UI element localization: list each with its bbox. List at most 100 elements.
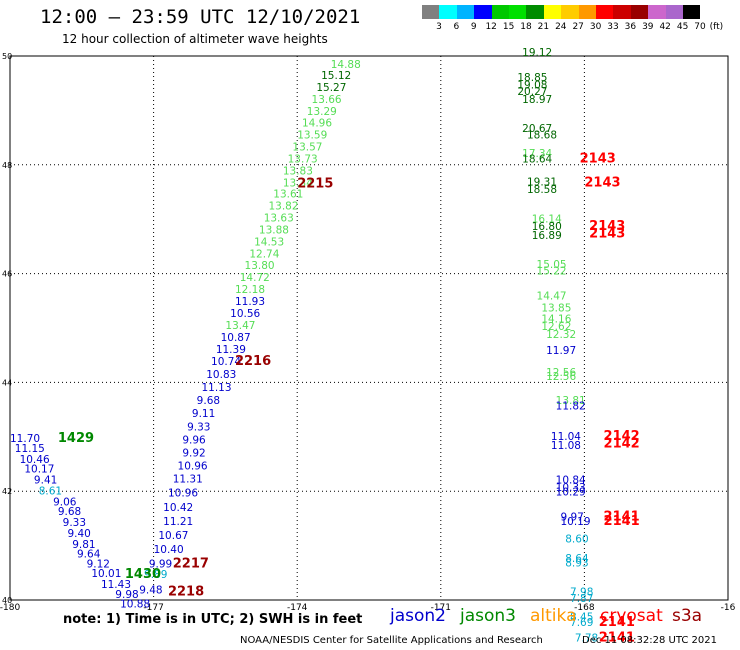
wave-height-label: 9.40 (67, 528, 90, 540)
wave-height-label: 10.17 (24, 464, 54, 476)
y-tick-label: 50 (2, 52, 12, 61)
wave-height-label: 16.80 (532, 221, 562, 233)
legend-swatch (596, 5, 614, 19)
wave-height-label: 11.31 (173, 473, 203, 485)
wave-height-label: 9.33 (187, 421, 210, 433)
wave-height-label: 13.73 (288, 154, 318, 166)
wave-height-label: 11.82 (556, 401, 586, 413)
x-tick-label: -180 (0, 603, 20, 613)
legend-label: 45 (676, 22, 689, 32)
wave-height-label: 10.84 (556, 475, 586, 487)
plot-frame (9, 55, 729, 601)
wave-height-label: 13.59 (297, 130, 327, 142)
wave-height-label: 10.88 (120, 599, 150, 611)
legend-swatch (648, 5, 666, 19)
wave-height-label: 9.96 (182, 434, 206, 446)
wave-height-label: 9.89 (144, 569, 167, 581)
wave-height-label: 19.08 (517, 80, 547, 92)
page-subtitle: 12 hour collection of altimeter wave hei… (62, 32, 328, 46)
legend-swatch (543, 5, 562, 19)
legend-swatch (422, 5, 440, 19)
y-tick-label: 42 (2, 487, 12, 496)
wave-height-label: 9.99 (149, 558, 172, 570)
footer-note: note: 1) Time is in UTC; 2) SWH is in fe… (63, 612, 363, 627)
satellite-legend-jason3: jason3 (460, 606, 516, 626)
wave-height-label: 9.97 (560, 512, 583, 524)
pass-number-label: 2141 (604, 510, 640, 525)
wave-height-label: 9.81 (72, 539, 95, 551)
wave-height-label: 11.13 (201, 382, 231, 394)
wave-height-label: 13.63 (264, 212, 294, 224)
legend-label: 36 (624, 22, 637, 32)
wave-height-label: 15.27 (316, 82, 346, 94)
pass-number-label: 2143 (584, 176, 620, 191)
x-tick-label: -177 (143, 603, 163, 613)
y-tick-label: 44 (2, 378, 12, 387)
wave-height-label: 10.87 (221, 332, 251, 344)
legend-swatch (578, 5, 596, 19)
credit-line: NOAA/NESDIS Center for Satellite Applica… (240, 635, 543, 646)
wave-height-label: 10.33 (556, 482, 586, 494)
wave-height-label: 15.12 (321, 70, 351, 82)
pass-number-label: 2143 (589, 227, 625, 242)
pass-number-label: 2141 (604, 514, 640, 529)
pass-number-label: 2216 (235, 354, 271, 369)
wave-height-label: 18.58 (527, 184, 557, 196)
wave-height-label: 11.70 (10, 433, 40, 445)
x-tick-label: -16 (721, 603, 736, 613)
pass-number-label: 2217 (173, 556, 209, 571)
wave-height-label: 17.34 (522, 148, 552, 160)
legend-swatch (630, 5, 649, 19)
wave-height-label: 16.89 (532, 230, 562, 242)
wave-height-label: 18.85 (517, 72, 547, 84)
legend-label: 9 (470, 22, 477, 32)
wave-height-label: 12.74 (249, 248, 279, 260)
pass-number-label: 2215 (297, 177, 333, 192)
wave-height-label: 20.27 (517, 86, 547, 98)
wave-height-label: 9.48 (139, 584, 162, 596)
wave-height-label: 10.83 (206, 369, 236, 381)
wave-height-label: 8.60 (565, 533, 588, 545)
wave-height-label: 18.97 (522, 94, 552, 106)
legend-swatch (491, 5, 509, 19)
legend-unit: (ft) (709, 22, 724, 32)
legend-label: 6 (453, 22, 460, 32)
wave-height-label: 11.21 (163, 516, 193, 528)
wave-height-label: 11.39 (216, 344, 246, 356)
wave-height-label: 10.40 (154, 544, 184, 556)
y-tick-label: 48 (2, 161, 12, 170)
wave-height-label: 15.05 (537, 259, 567, 271)
wave-height-label: 9.64 (77, 549, 101, 561)
wave-height-label: 7.87 (570, 593, 593, 605)
wave-height-label: 13.29 (307, 106, 337, 118)
legend-label: 33 (607, 22, 619, 32)
wave-height-label: 13.61 (273, 188, 303, 200)
legend-swatch (665, 5, 683, 19)
legend-label: 24 (555, 22, 567, 32)
x-tick-label: -174 (287, 603, 308, 613)
wave-height-label: 11.15 (15, 443, 45, 455)
wave-height-label: 10.29 (556, 487, 586, 499)
wave-height-label: 9.33 (63, 517, 86, 529)
wave-height-label: 14.72 (240, 272, 270, 284)
pass-number-label: 2142 (604, 429, 640, 444)
x-tick-label: -171 (431, 603, 451, 613)
wave-height-label: 18.68 (527, 130, 557, 142)
wave-height-label: 14.53 (254, 236, 284, 248)
legend-swatch (509, 5, 527, 19)
wave-height-label: 8.45 (570, 612, 593, 624)
wave-height-label: 20.67 (522, 123, 552, 135)
page-title: 12:00 — 23:59 UTC 12/10/2021 (40, 6, 361, 28)
wave-height-label: 9.98 (115, 589, 138, 601)
legend-label: 42 (659, 22, 671, 32)
satellite-legend-altika: altika (530, 606, 577, 626)
wave-height-label: 10.46 (20, 454, 50, 466)
legend-label: 27 (572, 22, 584, 32)
legend-swatch (561, 5, 579, 19)
wave-height-label: 13.88 (259, 224, 289, 236)
legend-label: 30 (589, 22, 602, 32)
timestamp: Dec 11 08:32:28 UTC 2021 (582, 635, 717, 646)
wave-height-label: 12.18 (235, 284, 265, 296)
wave-height-label: 11.93 (235, 296, 265, 308)
